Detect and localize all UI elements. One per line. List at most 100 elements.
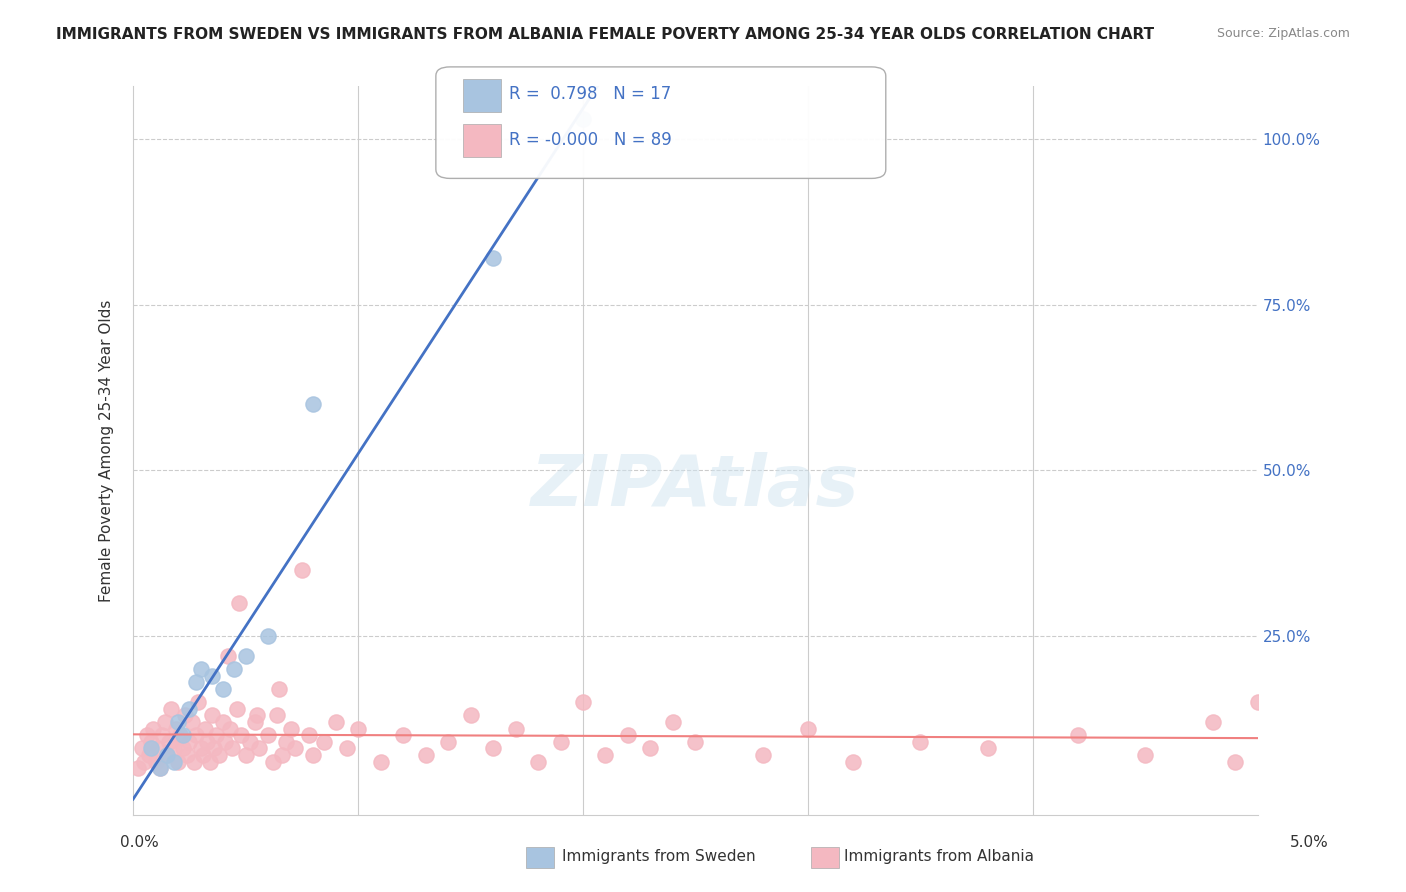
Point	[167, 755, 190, 769]
Point	[202, 741, 225, 756]
Point	[662, 714, 685, 729]
Point	[131, 741, 153, 756]
Point	[169, 728, 191, 742]
Point	[1247, 695, 1270, 709]
Text: 5.0%: 5.0%	[1289, 836, 1329, 850]
Point	[160, 701, 183, 715]
Point	[167, 714, 190, 729]
Point	[127, 761, 149, 775]
Point	[184, 728, 207, 742]
Point	[191, 747, 214, 762]
Text: Immigrants from Sweden: Immigrants from Sweden	[562, 849, 756, 863]
Point	[184, 675, 207, 690]
Point	[257, 728, 280, 742]
Point	[156, 747, 179, 762]
Point	[797, 722, 820, 736]
Point	[235, 747, 257, 762]
Point	[165, 722, 187, 736]
Point	[135, 728, 157, 742]
Point	[247, 741, 270, 756]
Point	[336, 741, 359, 756]
Point	[224, 662, 246, 676]
Point	[194, 722, 217, 736]
Point	[257, 629, 280, 643]
Point	[347, 722, 370, 736]
Point	[280, 722, 302, 736]
Point	[183, 755, 205, 769]
Point	[201, 668, 224, 682]
Point	[262, 755, 284, 769]
Point	[190, 662, 212, 676]
Point	[212, 714, 235, 729]
Text: R = -0.000   N = 89: R = -0.000 N = 89	[509, 131, 672, 149]
Point	[235, 648, 257, 663]
Point	[752, 747, 775, 762]
Point	[505, 722, 527, 736]
Point	[229, 728, 252, 742]
Point	[146, 741, 169, 756]
Point	[325, 714, 347, 729]
Point	[595, 747, 617, 762]
Point	[173, 708, 195, 723]
Point	[153, 714, 176, 729]
Point	[207, 747, 229, 762]
Text: Immigrants from Albania: Immigrants from Albania	[844, 849, 1033, 863]
Point	[302, 747, 325, 762]
Point	[482, 741, 505, 756]
Point	[297, 728, 319, 742]
Point	[201, 708, 224, 723]
Point	[239, 735, 262, 749]
Text: R =  0.798   N = 17: R = 0.798 N = 17	[509, 85, 671, 103]
Point	[246, 708, 269, 723]
Point	[198, 755, 221, 769]
Text: 0.0%: 0.0%	[120, 836, 159, 850]
Point	[437, 735, 460, 749]
Point	[142, 722, 165, 736]
Point	[527, 755, 550, 769]
Point	[225, 701, 247, 715]
Point	[269, 681, 291, 696]
Point	[1135, 747, 1157, 762]
Point	[195, 735, 218, 749]
Text: ZIPAtlas: ZIPAtlas	[531, 452, 859, 521]
Point	[572, 112, 595, 127]
Point	[134, 755, 156, 769]
Point	[842, 755, 865, 769]
Point	[302, 397, 325, 411]
Point	[149, 761, 172, 775]
Point	[162, 741, 184, 756]
Point	[392, 728, 415, 742]
Point	[291, 563, 314, 577]
Point	[1202, 714, 1225, 729]
Point	[482, 252, 505, 266]
Point	[138, 747, 160, 762]
Point	[180, 714, 202, 729]
Point	[172, 741, 194, 756]
Point	[221, 741, 243, 756]
Point	[205, 728, 228, 742]
Point	[139, 741, 162, 756]
Point	[284, 741, 307, 756]
Point	[150, 728, 173, 742]
Point	[243, 714, 266, 729]
Point	[617, 728, 640, 742]
Point	[149, 761, 172, 775]
Point	[1225, 755, 1247, 769]
Point	[370, 755, 392, 769]
Point	[910, 735, 932, 749]
Point	[179, 735, 201, 749]
Point	[179, 701, 201, 715]
Point	[274, 735, 297, 749]
Point	[270, 747, 292, 762]
Point	[266, 708, 288, 723]
Text: IMMIGRANTS FROM SWEDEN VS IMMIGRANTS FROM ALBANIA FEMALE POVERTY AMONG 25-34 YEA: IMMIGRANTS FROM SWEDEN VS IMMIGRANTS FRO…	[56, 27, 1154, 42]
Point	[156, 747, 179, 762]
Point	[572, 695, 595, 709]
Point	[139, 735, 162, 749]
Point	[460, 708, 482, 723]
Point	[162, 755, 184, 769]
Point	[212, 681, 235, 696]
Point	[176, 747, 198, 762]
Point	[157, 735, 180, 749]
Point	[415, 747, 437, 762]
